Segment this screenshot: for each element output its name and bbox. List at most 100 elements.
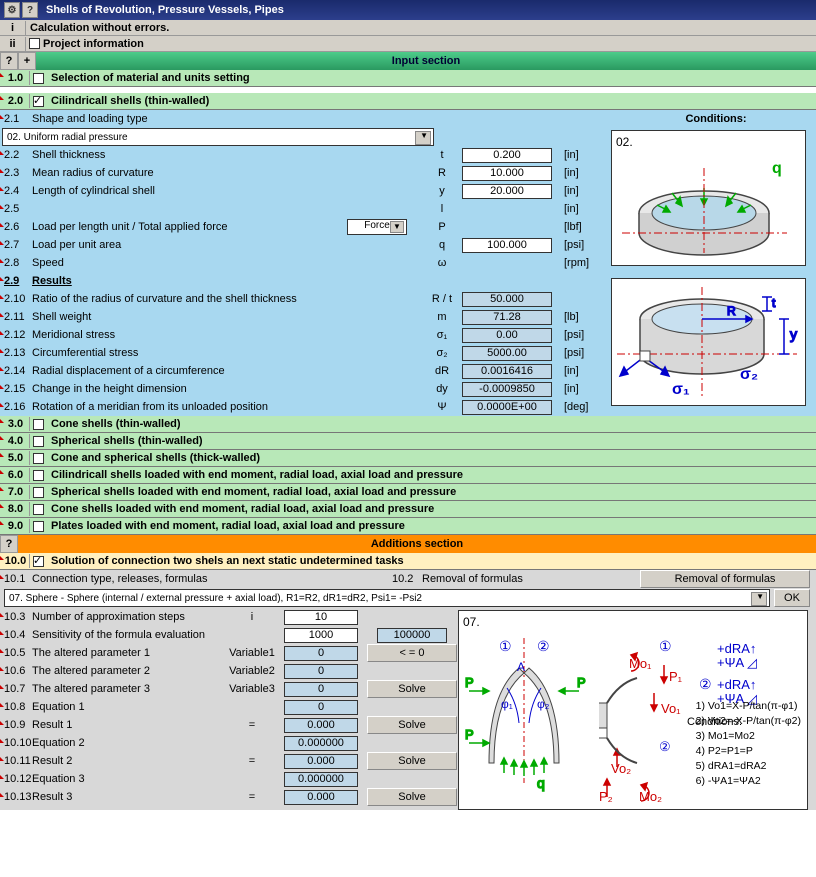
diagram-02-bottom: t R y σ₁ σ₂ bbox=[611, 278, 806, 406]
app-title: Shells of Revolution, Pressure Vessels, … bbox=[46, 4, 284, 16]
svg-text:Mo₂: Mo₂ bbox=[639, 789, 662, 804]
val-10.6: 0 bbox=[284, 664, 358, 679]
btn-10.9[interactable]: Solve bbox=[367, 716, 457, 734]
result-2.11: 71.28 bbox=[462, 310, 552, 325]
val-10.10: 0.000000 bbox=[284, 736, 358, 751]
value-2.7[interactable]: 100.000 bbox=[462, 238, 552, 253]
svg-text:P: P bbox=[465, 675, 474, 690]
result-2.16: 0.0000E+00 bbox=[462, 400, 552, 415]
condition-item: 2) Vo2=-X-P/tan(π-φ2) bbox=[696, 714, 801, 729]
svg-text:P₂: P₂ bbox=[599, 789, 613, 804]
row-9-0: 9.0 Plates loaded with end moment, radia… bbox=[0, 518, 816, 535]
svg-text:+dRA↑: +dRA↑ bbox=[717, 641, 756, 656]
diagram-07: 07. ① ② ① +dRA↑ +ΨA ◿ +dRA↑ +ΨA ◿ ② A P … bbox=[458, 610, 808, 810]
svg-text:R: R bbox=[727, 304, 736, 318]
title-bar: ⚙ ? Shells of Revolution, Pressure Vesse… bbox=[0, 0, 816, 20]
app-icon[interactable]: ⚙ bbox=[4, 2, 20, 18]
svg-text:①: ① bbox=[659, 638, 672, 654]
svg-text:y: y bbox=[790, 326, 797, 342]
info-row-ii: ii Project information bbox=[0, 36, 816, 52]
row-3-0: 3.0 Cone shells (thin-walled) bbox=[0, 416, 816, 433]
row-1-0: 1.0 Selection of material and units sett… bbox=[0, 70, 816, 87]
svg-text:P: P bbox=[577, 675, 586, 690]
svg-text:A: A bbox=[517, 660, 525, 674]
svg-text:q: q bbox=[772, 160, 782, 177]
svg-text:φ₂: φ₂ bbox=[537, 697, 550, 711]
connection-type-dropdown[interactable]: 07. Sphere - Sphere (internal / external… bbox=[4, 589, 770, 607]
condition-item: 6) -ΨA1=ΨA2 bbox=[696, 774, 801, 789]
svg-text:σ₂: σ₂ bbox=[740, 366, 758, 383]
checkbox-10-0[interactable] bbox=[33, 556, 44, 567]
removal-formulas-button[interactable]: Removal of formulas bbox=[640, 570, 810, 588]
condition-item: 3) Mo1=Mo2 bbox=[696, 729, 801, 744]
svg-text:P₁: P₁ bbox=[669, 669, 683, 684]
section-10-body: 10.1 Connection type, releases, formulas… bbox=[0, 570, 816, 810]
svg-text:②: ② bbox=[699, 676, 712, 692]
svg-text:q: q bbox=[537, 775, 545, 791]
shape-loading-dropdown[interactable]: 02. Uniform radial pressure bbox=[2, 128, 434, 146]
val-10.11: 0.000 bbox=[284, 754, 358, 769]
row-10-0: 10.0 Solution of connection two shels an… bbox=[0, 553, 816, 570]
result-2.13: 5000.00 bbox=[462, 346, 552, 361]
svg-text:Vo₁: Vo₁ bbox=[661, 701, 681, 716]
result-2.15: -0.0009850 bbox=[462, 382, 552, 397]
row-6-0: 6.0 Cilindricall shells loaded with end … bbox=[0, 467, 816, 484]
help-button[interactable]: ? bbox=[0, 52, 18, 70]
condition-item: 5) dRA1=dRA2 bbox=[696, 759, 801, 774]
project-info-checkbox[interactable] bbox=[29, 38, 40, 49]
condition-item: 1) Vo1=X-P/tan(π-φ1) bbox=[696, 699, 801, 714]
svg-text:σ₁: σ₁ bbox=[672, 381, 690, 398]
row-8-0: 8.0 Cone shells loaded with end moment, … bbox=[0, 501, 816, 518]
val-10.7: 0 bbox=[284, 682, 358, 697]
checkbox-6.0[interactable] bbox=[33, 470, 44, 481]
checkbox-2-0[interactable] bbox=[33, 96, 44, 107]
btn-10.7[interactable]: Solve bbox=[367, 680, 457, 698]
val-10.3[interactable]: 10 bbox=[284, 610, 358, 625]
value-2.4[interactable]: 20.000 bbox=[462, 184, 552, 199]
checkbox-9.0[interactable] bbox=[33, 521, 44, 532]
checkbox-1-0[interactable] bbox=[33, 73, 44, 84]
help-button-2[interactable]: ? bbox=[0, 535, 18, 553]
svg-text:②: ② bbox=[537, 638, 550, 654]
svg-text:P: P bbox=[465, 727, 474, 742]
val-10.4[interactable]: 1000 bbox=[284, 628, 358, 643]
row-4-0: 4.0 Spherical shells (thin-walled) bbox=[0, 433, 816, 450]
diagram-02-top: 02. q bbox=[611, 130, 806, 266]
checkbox-7.0[interactable] bbox=[33, 487, 44, 498]
svg-text:+ΨA ◿: +ΨA ◿ bbox=[717, 655, 757, 670]
svg-text:①: ① bbox=[499, 638, 512, 654]
expand-button[interactable]: + bbox=[18, 52, 36, 70]
svg-text:+dRA↑: +dRA↑ bbox=[717, 677, 756, 692]
val-10.13: 0.000 bbox=[284, 790, 358, 805]
force-combo[interactable]: Force bbox=[347, 219, 407, 235]
value-2.3[interactable]: 10.000 bbox=[462, 166, 552, 181]
val-10.9: 0.000 bbox=[284, 718, 358, 733]
val-10.5: 0 bbox=[284, 646, 358, 661]
row-7-0: 7.0 Spherical shells loaded with end mom… bbox=[0, 484, 816, 501]
checkbox-4.0[interactable] bbox=[33, 436, 44, 447]
row-5-0: 5.0 Cone and spherical shells (thick-wal… bbox=[0, 450, 816, 467]
svg-text:②: ② bbox=[659, 739, 671, 754]
result-2.10: 50.000 bbox=[462, 292, 552, 307]
condition-item: 4) P2=P1=P bbox=[696, 744, 801, 759]
btn-10.13[interactable]: Solve bbox=[367, 788, 457, 806]
help-icon[interactable]: ? bbox=[22, 2, 38, 18]
checkbox-5.0[interactable] bbox=[33, 453, 44, 464]
svg-text:Mo₁: Mo₁ bbox=[629, 656, 652, 671]
ok-button[interactable]: OK bbox=[774, 589, 810, 607]
result-2.14: 0.0016416 bbox=[462, 364, 552, 379]
additions-section-header: ? Additions section bbox=[0, 535, 816, 553]
svg-text:t: t bbox=[772, 296, 776, 310]
checkbox-8.0[interactable] bbox=[33, 504, 44, 515]
input-section-header: ? + Input section bbox=[0, 52, 816, 70]
checkbox-3.0[interactable] bbox=[33, 419, 44, 430]
row-2-0: 2.0 Cilindricall shells (thin-walled) bbox=[0, 93, 816, 110]
svg-text:Vo₂: Vo₂ bbox=[611, 761, 631, 776]
val-10.8: 0 bbox=[284, 700, 358, 715]
val-10.12: 0.000000 bbox=[284, 772, 358, 787]
info-row-i: i Calculation without errors. bbox=[0, 20, 816, 36]
value-2.2[interactable]: 0.200 bbox=[462, 148, 552, 163]
btn-10.5[interactable]: < = 0 bbox=[367, 644, 457, 662]
btn-10.11[interactable]: Solve bbox=[367, 752, 457, 770]
result-2.12: 0.00 bbox=[462, 328, 552, 343]
